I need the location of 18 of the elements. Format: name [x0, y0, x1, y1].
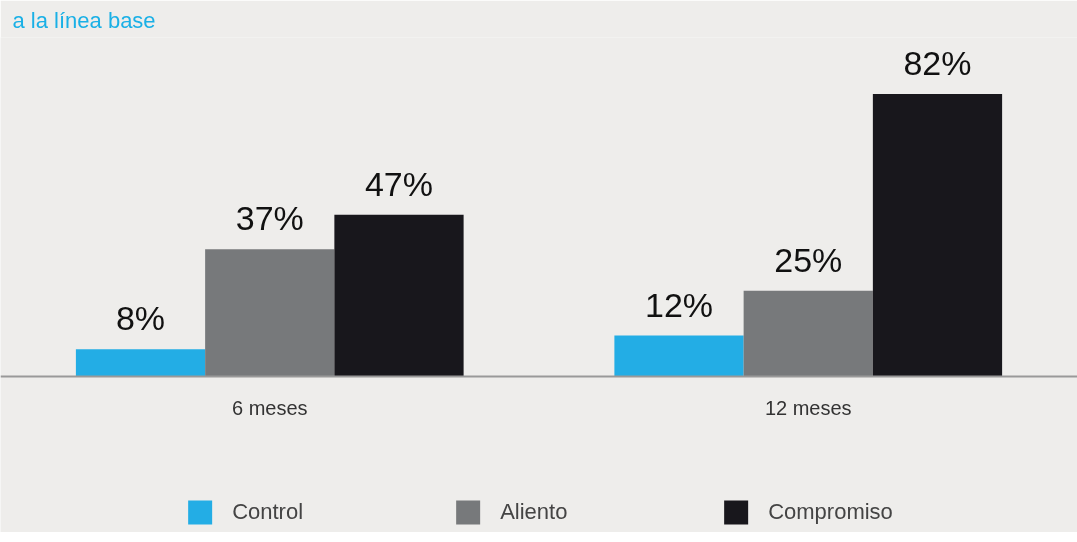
- x-tick-label: 6 meses: [231, 396, 308, 419]
- bar: [334, 214, 464, 377]
- legend-label: Control: [232, 498, 305, 526]
- x-tick-label: 12 meses: [764, 396, 852, 419]
- legend-label: Aliento: [500, 498, 569, 526]
- data-label: 37%: [235, 199, 304, 238]
- bar: [614, 335, 744, 377]
- bar: [75, 349, 206, 377]
- chart-title: a la línea base: [12, 7, 156, 33]
- data-label: 47%: [364, 164, 434, 203]
- bar: [872, 94, 1003, 377]
- data-label: 8%: [115, 299, 166, 338]
- bar: [205, 249, 335, 377]
- legend-label: Compromiso: [768, 498, 893, 526]
- data-label: 25%: [774, 240, 843, 279]
- bar: [743, 290, 873, 377]
- data-label: 82%: [903, 44, 972, 83]
- data-label: 12%: [644, 285, 714, 324]
